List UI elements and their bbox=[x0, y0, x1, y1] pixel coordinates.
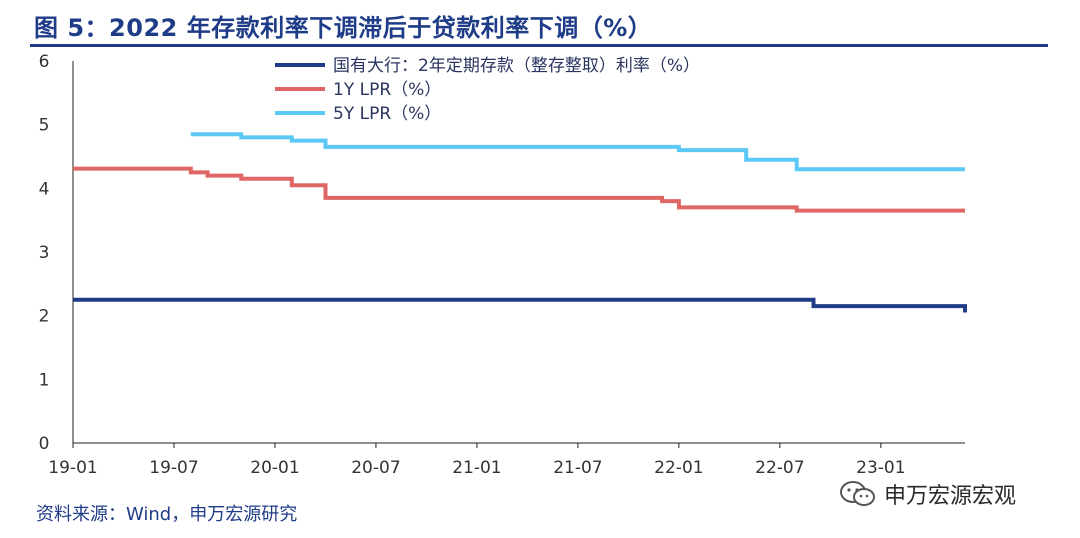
y-tick-label: 1 bbox=[39, 370, 50, 390]
x-tick-label: 22-01 bbox=[654, 458, 703, 478]
wechat-icon bbox=[840, 481, 875, 506]
legend-label: 国有大行：2年定期存款（整存整取）利率（%） bbox=[333, 56, 700, 76]
x-tick-label: 23-01 bbox=[856, 458, 905, 478]
watermark: 申万宏源宏观 bbox=[838, 476, 1058, 512]
series-line-0 bbox=[73, 297, 967, 313]
y-tick-label: 3 bbox=[39, 243, 50, 263]
x-tick-label: 21-07 bbox=[553, 458, 602, 478]
x-tick-label: 21-01 bbox=[452, 458, 501, 478]
y-tick-label: 6 bbox=[39, 52, 50, 72]
chart-title: 图 5：2022 年存款利率下调滞后于贷款利率下调（%） bbox=[34, 14, 653, 42]
series-line-1 bbox=[73, 166, 965, 213]
x-tick-label: 19-01 bbox=[48, 458, 97, 478]
source-note: 资料来源：Wind，申万宏源研究 bbox=[36, 504, 298, 525]
y-tick-label: 4 bbox=[39, 179, 50, 199]
title-divider bbox=[30, 44, 1048, 47]
legend-label: 5Y LPR（%） bbox=[333, 104, 441, 124]
watermark-text: 申万宏源宏观 bbox=[884, 484, 1017, 509]
y-tick-label: 2 bbox=[39, 307, 50, 327]
x-tick-label: 19-07 bbox=[149, 458, 198, 478]
x-tick-label: 20-07 bbox=[351, 458, 400, 478]
y-tick-label: 5 bbox=[39, 116, 50, 136]
x-tick-label: 22-07 bbox=[755, 458, 804, 478]
series-line-2 bbox=[190, 132, 965, 172]
y-tick-label: 0 bbox=[39, 434, 50, 454]
legend-label: 1Y LPR（%） bbox=[333, 80, 441, 100]
x-tick-label: 20-01 bbox=[250, 458, 299, 478]
